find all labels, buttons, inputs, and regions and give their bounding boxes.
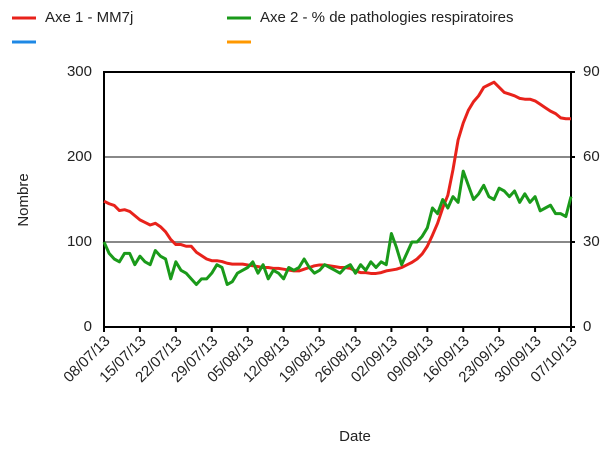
y2-tick-label: 90 xyxy=(583,63,600,80)
y-tick-label: 200 xyxy=(67,148,92,165)
series-line xyxy=(103,80,571,275)
y-axis-label: Nombre xyxy=(15,173,32,226)
x-axis-label: Date xyxy=(339,428,371,445)
y2-tick-label: 30 xyxy=(583,233,600,250)
plot-frame xyxy=(103,71,572,328)
legend-label: Axe 1 - MM7j xyxy=(45,9,133,26)
y-tick-label: 300 xyxy=(67,63,92,80)
y-tick-label: 100 xyxy=(67,233,92,250)
legend-label: Axe 2 - % de pathologies respiratoires xyxy=(260,9,513,26)
y-tick-label: 0 xyxy=(84,318,92,335)
series-line xyxy=(102,169,573,286)
y2-tick-label: 0 xyxy=(583,318,591,335)
y2-tick-label: 60 xyxy=(583,148,600,165)
